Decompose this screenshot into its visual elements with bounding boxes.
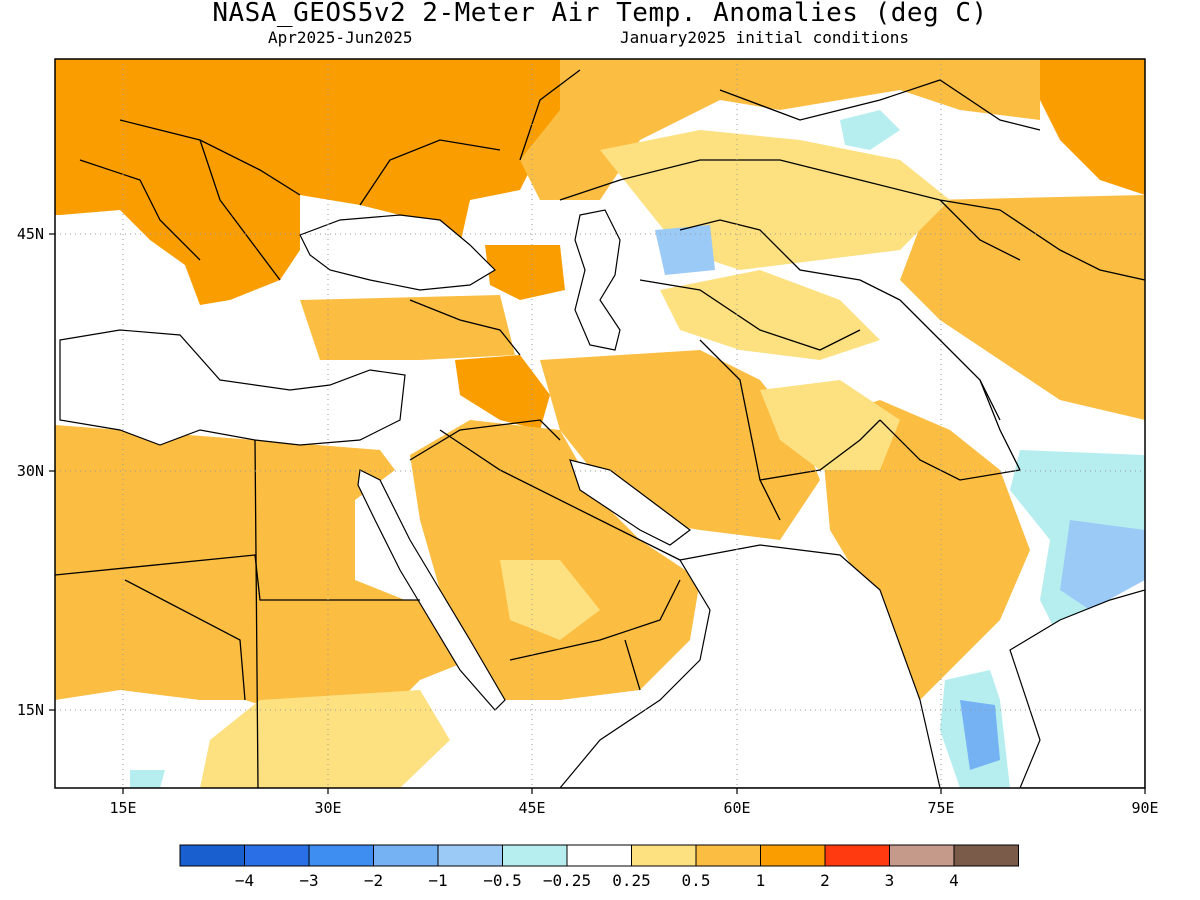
colorbar-swatch (244, 844, 310, 867)
border-line (939, 199, 1021, 261)
colorbar-label: −1 (428, 871, 447, 890)
border-line (509, 579, 681, 661)
border-line (409, 299, 521, 356)
colorbar-label: 1 (756, 871, 766, 890)
y-tick-label: 30N (17, 462, 44, 480)
anomaly-cool-regions (130, 110, 1145, 788)
x-axis-labels: 15E 30E 45E 60E 75E 90E (109, 799, 1158, 817)
mediterranean-sea (59, 329, 406, 446)
colorbar-swatch (760, 844, 826, 867)
colorbar-swatch (502, 844, 568, 867)
forecast-period: Apr2025-Jun2025 (268, 28, 413, 47)
arabian-sea (559, 544, 941, 788)
border-line (719, 79, 1041, 131)
colorbar-swatch (824, 844, 890, 867)
x-tick-label: 90E (1131, 799, 1158, 817)
colorbar-label: −0.5 (483, 871, 522, 890)
china-warm-region (1040, 59, 1145, 195)
colorbar-swatch (631, 844, 697, 867)
iraq-warm-region (455, 355, 550, 430)
black-sea (299, 214, 496, 291)
east-asia-warm-region (900, 195, 1145, 420)
iran-warm-region (540, 350, 820, 540)
anomaly-warm-regions (55, 59, 1145, 720)
colorbar-swatch (566, 844, 632, 867)
x-tick-label: 60E (723, 799, 750, 817)
colorbar-label: 4 (949, 871, 959, 890)
colorbar-swatch (308, 844, 374, 867)
colorbar-swatch (953, 844, 1019, 867)
border-line (699, 339, 781, 521)
colorbar-label: 0.5 (682, 871, 711, 890)
turkmenistan-mild-warm-region (660, 270, 880, 360)
colorbar-swatch (179, 844, 245, 867)
colorbar-label: −0.25 (543, 871, 591, 890)
anatolia-warm-region (300, 295, 515, 360)
colorbar-label: −2 (364, 871, 383, 890)
kazakh-mild-cool-region (840, 110, 900, 150)
map-frame (54, 58, 1146, 789)
border-line (439, 429, 681, 561)
map-plot-area (55, 59, 1145, 788)
x-tick-label: 75E (927, 799, 954, 817)
border-line (879, 419, 1021, 481)
colorbar-label: 0.25 (612, 871, 651, 890)
central-asia-warm-region (520, 59, 1040, 200)
persian-gulf (569, 459, 691, 546)
border-line (999, 209, 1145, 281)
border-line (624, 639, 641, 691)
water-bodies (59, 209, 1145, 788)
border-line (639, 279, 861, 351)
x-tick-label: 15E (109, 799, 136, 817)
border-line (79, 159, 201, 261)
border-line (254, 439, 259, 788)
colorbar-swatch (695, 844, 761, 867)
colorbar-swatch (889, 844, 955, 867)
arabia-interior-mild-warm-region (500, 560, 600, 640)
border-line (359, 139, 501, 206)
colorbar: −4 −3 −2 −1 −0.5 −0.25 0.25 0.5 1 2 3 4 (179, 844, 1019, 890)
colorbar-swatch (437, 844, 503, 867)
axis-ticks (49, 233, 1146, 794)
bengal-cool-region (1060, 520, 1145, 610)
south-india-cool-region (960, 700, 1000, 770)
india-warm-region (820, 400, 1030, 700)
y-tick-label: 15N (17, 701, 44, 719)
border-line (679, 219, 901, 301)
border-line (519, 69, 581, 161)
pakistan-mild-warm-region (760, 380, 900, 470)
map-title: NASA_GEOS5v2 2-Meter Air Temp. Anomalies… (212, 0, 988, 28)
colorbar-label: 2 (820, 871, 830, 890)
north-africa-warm-region (55, 425, 470, 720)
colorbar-swatch (373, 844, 439, 867)
border-line (899, 299, 1001, 421)
x-tick-label: 45E (518, 799, 545, 817)
border-line (124, 579, 246, 701)
africa-mild-cool-region (130, 770, 165, 788)
caspian-sea (574, 209, 621, 351)
border-line (759, 419, 881, 481)
y-tick-label: 45N (17, 225, 44, 243)
graticule (55, 59, 1145, 788)
sudan-mild-warm-region (200, 690, 450, 788)
country-borders (55, 69, 1145, 788)
border-line (199, 139, 281, 281)
aral-cool-region (655, 225, 715, 275)
caspian-north-warm-region (485, 245, 565, 300)
y-axis-labels: 45N 30N 15N (17, 225, 44, 719)
x-tick-label: 30E (314, 799, 341, 817)
colorbar-label: −4 (235, 871, 254, 890)
border-line (979, 379, 1021, 471)
border-line (119, 119, 301, 196)
colorbar-label: 3 (885, 871, 895, 890)
bay-of-bengal (1009, 589, 1145, 788)
initial-conditions: January2025 initial conditions (620, 28, 909, 47)
border-line (409, 419, 561, 461)
colorbar-label: −3 (299, 871, 318, 890)
border-line (55, 554, 420, 601)
